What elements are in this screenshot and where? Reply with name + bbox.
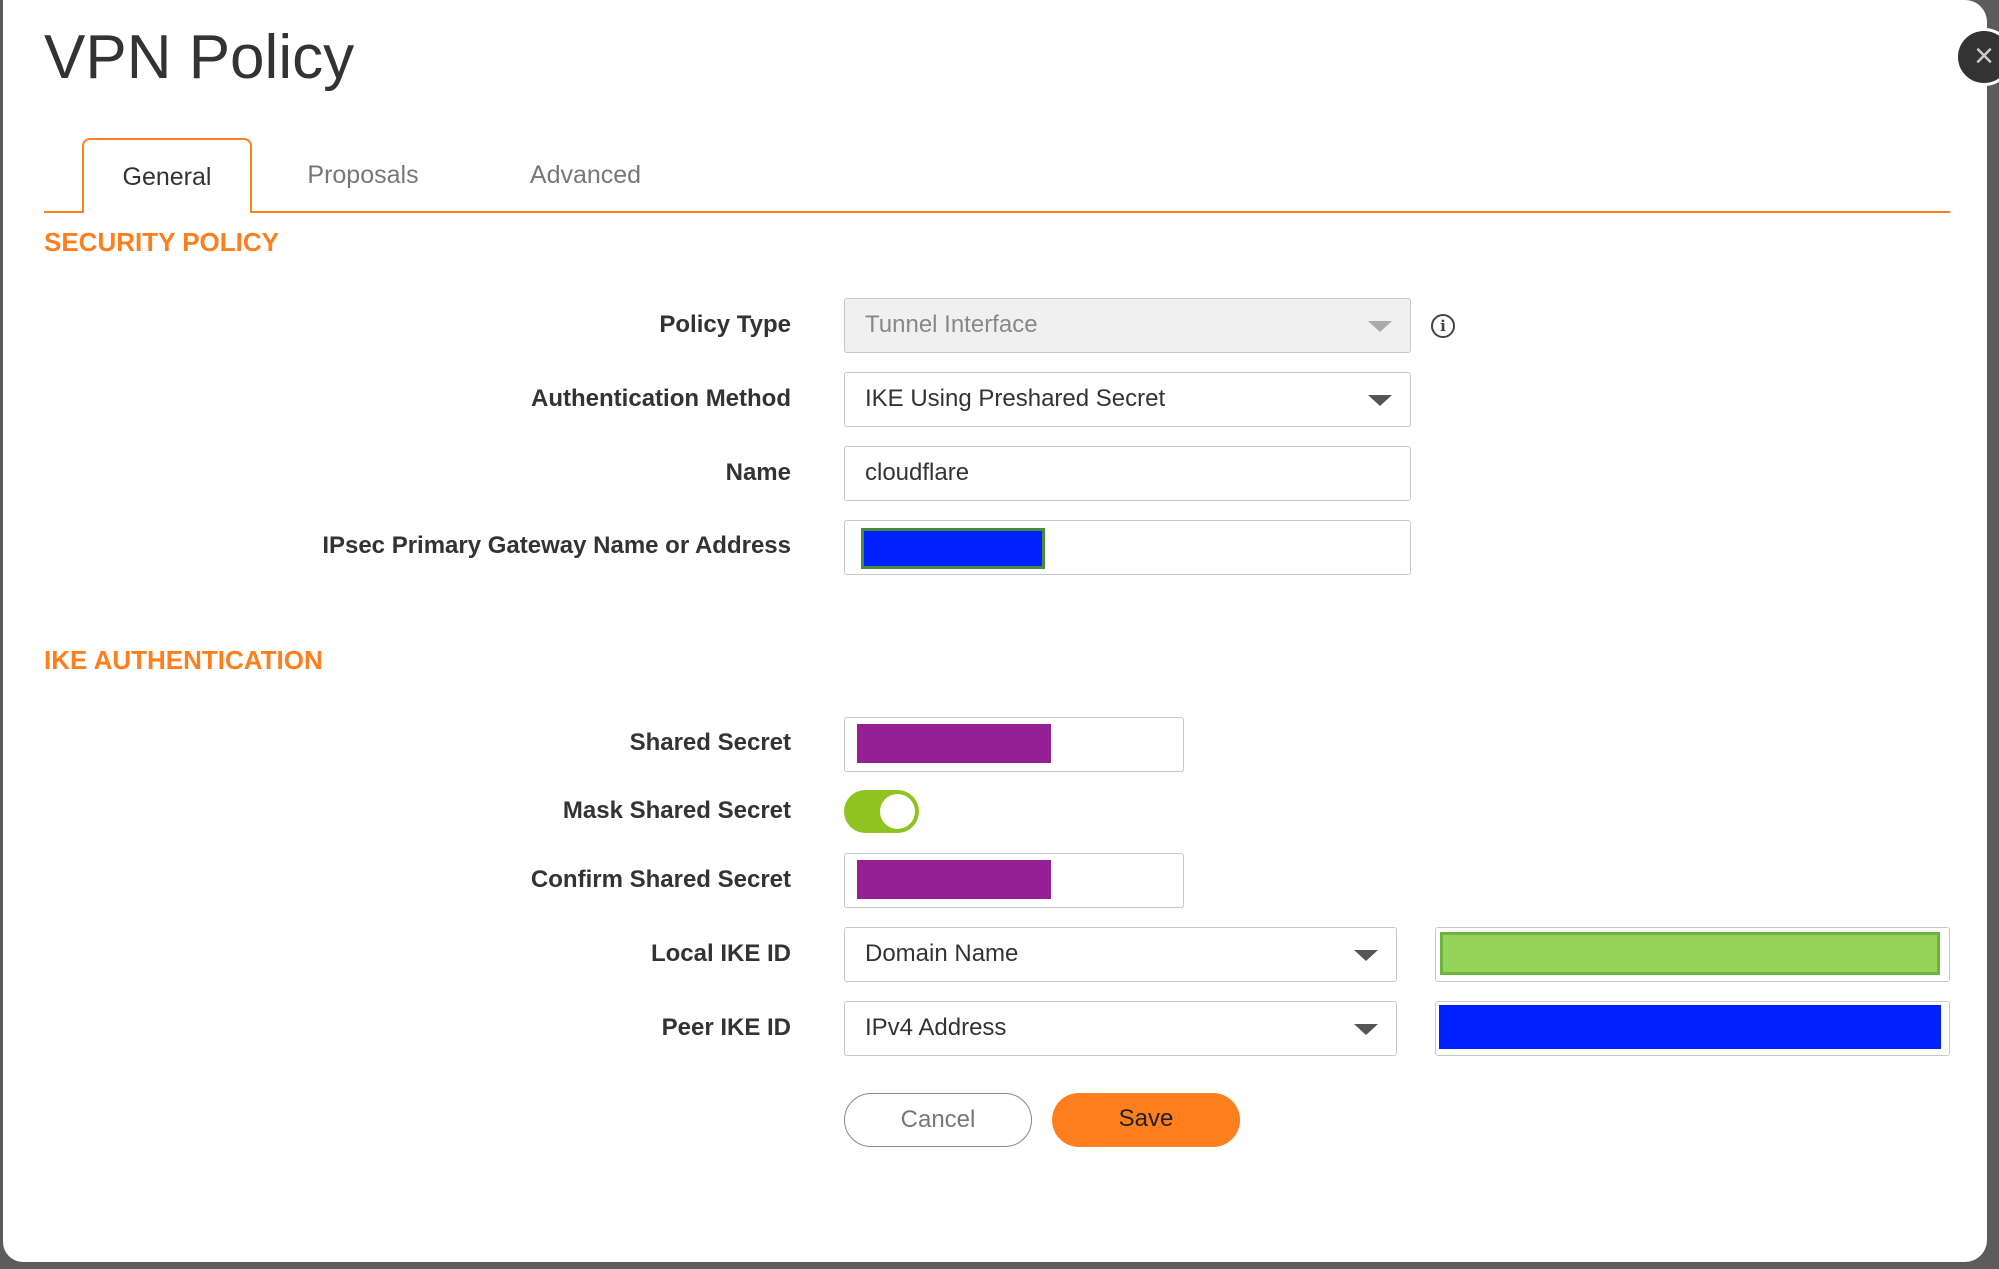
name-input[interactable]: cloudflare — [844, 446, 1411, 501]
mask-shared-secret-toggle[interactable] — [844, 790, 919, 833]
tab-advanced[interactable]: Advanced — [529, 161, 642, 189]
local-ike-id-select[interactable]: Domain Name — [844, 927, 1397, 982]
auth-method-label: Authentication Method — [531, 385, 791, 412]
confirm-shared-secret-input[interactable] — [844, 853, 1184, 908]
chevron-down-icon — [1354, 1024, 1378, 1035]
cancel-button[interactable]: Cancel — [844, 1093, 1032, 1147]
policy-type-label: Policy Type — [659, 311, 791, 338]
vpn-policy-dialog: VPN Policy General Proposals Advanced SE… — [3, 0, 1987, 1262]
peer-ike-id-type: IPv4 Address — [865, 1014, 1007, 1041]
auth-method-value: IKE Using Preshared Secret — [865, 385, 1166, 412]
local-ike-id-type: Domain Name — [865, 940, 1019, 967]
redacted-block — [1439, 1005, 1941, 1049]
redacted-block — [1440, 932, 1940, 975]
redacted-block — [857, 724, 1051, 763]
local-ike-id-input[interactable] — [1435, 927, 1950, 982]
security-policy-heading: SECURITY POLICY — [44, 227, 280, 257]
shared-secret-input[interactable] — [844, 717, 1184, 772]
peer-ike-id-input[interactable] — [1435, 1001, 1950, 1056]
close-icon[interactable]: × — [1955, 28, 1999, 86]
chevron-down-icon — [1354, 950, 1378, 961]
chevron-down-icon — [1368, 321, 1392, 332]
name-value: cloudflare — [865, 459, 970, 486]
chevron-down-icon — [1368, 395, 1392, 406]
policy-type-select[interactable]: Tunnel Interface — [844, 298, 1411, 353]
gateway-input[interactable] — [844, 520, 1411, 575]
redacted-block — [857, 860, 1051, 899]
policy-type-value: Tunnel Interface — [865, 311, 1038, 338]
redacted-block — [861, 528, 1045, 569]
tab-underline — [44, 211, 1950, 213]
shared-secret-label: Shared Secret — [629, 729, 791, 756]
name-label: Name — [725, 459, 791, 486]
tab-proposals[interactable]: Proposals — [307, 161, 419, 189]
peer-ike-id-label: Peer IKE ID — [661, 1014, 791, 1041]
tab-general[interactable]: General — [82, 138, 252, 213]
gateway-label: IPsec Primary Gateway Name or Address — [322, 532, 791, 559]
auth-method-select[interactable]: IKE Using Preshared Secret — [844, 372, 1411, 427]
local-ike-id-label: Local IKE ID — [650, 940, 791, 967]
mask-shared-secret-label: Mask Shared Secret — [562, 797, 791, 824]
dialog-title: VPN Policy — [44, 23, 355, 92]
save-button[interactable]: Save — [1052, 1093, 1240, 1147]
info-icon[interactable]: i — [1431, 314, 1455, 338]
ike-auth-heading: IKE AUTHENTICATION — [44, 645, 323, 675]
toggle-knob — [880, 794, 915, 829]
peer-ike-id-select[interactable]: IPv4 Address — [844, 1001, 1397, 1056]
confirm-shared-secret-label: Confirm Shared Secret — [530, 866, 791, 893]
